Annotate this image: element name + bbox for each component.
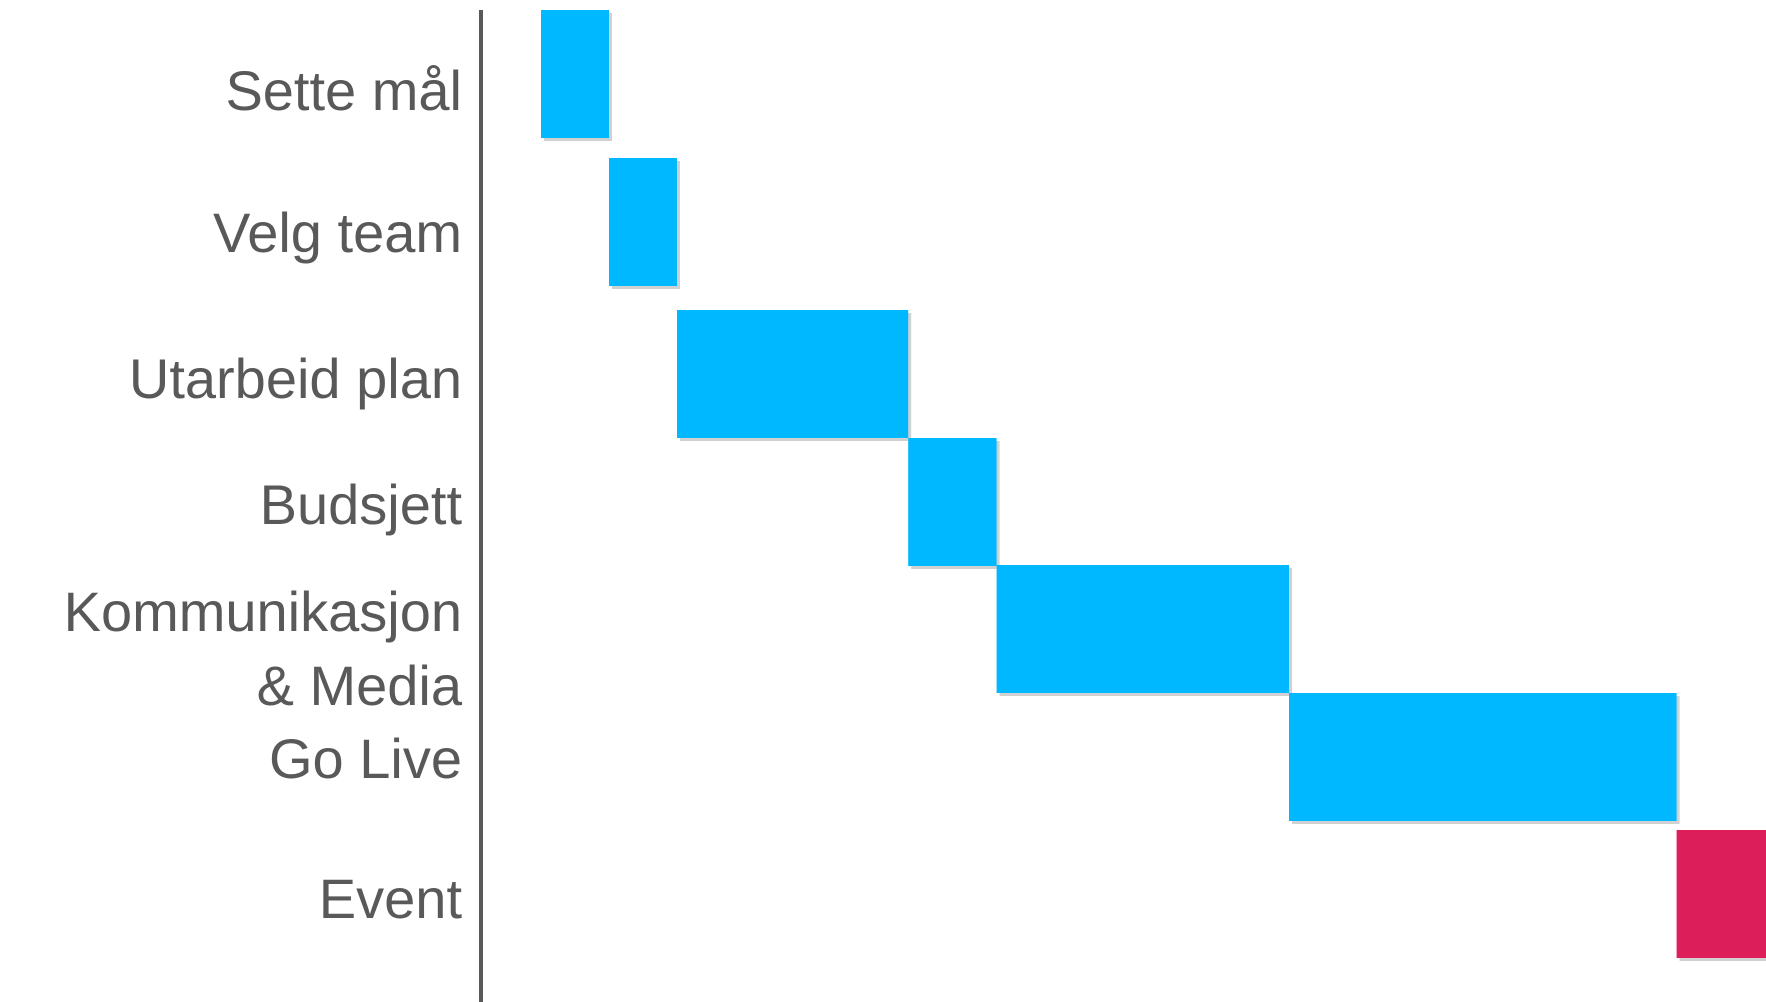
task-label-line: Sette mål (225, 59, 462, 122)
task-label-line: Velg team (213, 201, 462, 264)
task-label: Velg team (213, 201, 462, 264)
task-bar (1289, 693, 1677, 821)
bars-layer (541, 10, 1766, 961)
task-label: Kommunikasjon & Media (64, 580, 463, 717)
task-label-line: Budsjett (260, 473, 463, 536)
task-bar (541, 10, 609, 138)
task-label-line: Event (319, 867, 463, 930)
task-bar (996, 565, 1289, 693)
task-label: Utarbeid plan (129, 347, 462, 410)
task-bar (609, 158, 677, 286)
task-labels: Sette mål Velg team Utarbeid plan Budsjett K… (64, 59, 463, 930)
task-bar (908, 438, 997, 566)
task-label: Budsjett (260, 473, 463, 536)
event-bar (1676, 830, 1766, 958)
task-label-line: Go Live (269, 727, 462, 790)
task-label-line: Kommunikasjon (64, 580, 462, 643)
task-bar (677, 310, 909, 438)
task-label: Sette mål (225, 59, 462, 122)
task-label: Go Live (269, 727, 462, 790)
task-label-line: Utarbeid plan (129, 347, 462, 410)
task-label: Event (319, 867, 463, 930)
task-label-line: & Media (257, 654, 463, 717)
